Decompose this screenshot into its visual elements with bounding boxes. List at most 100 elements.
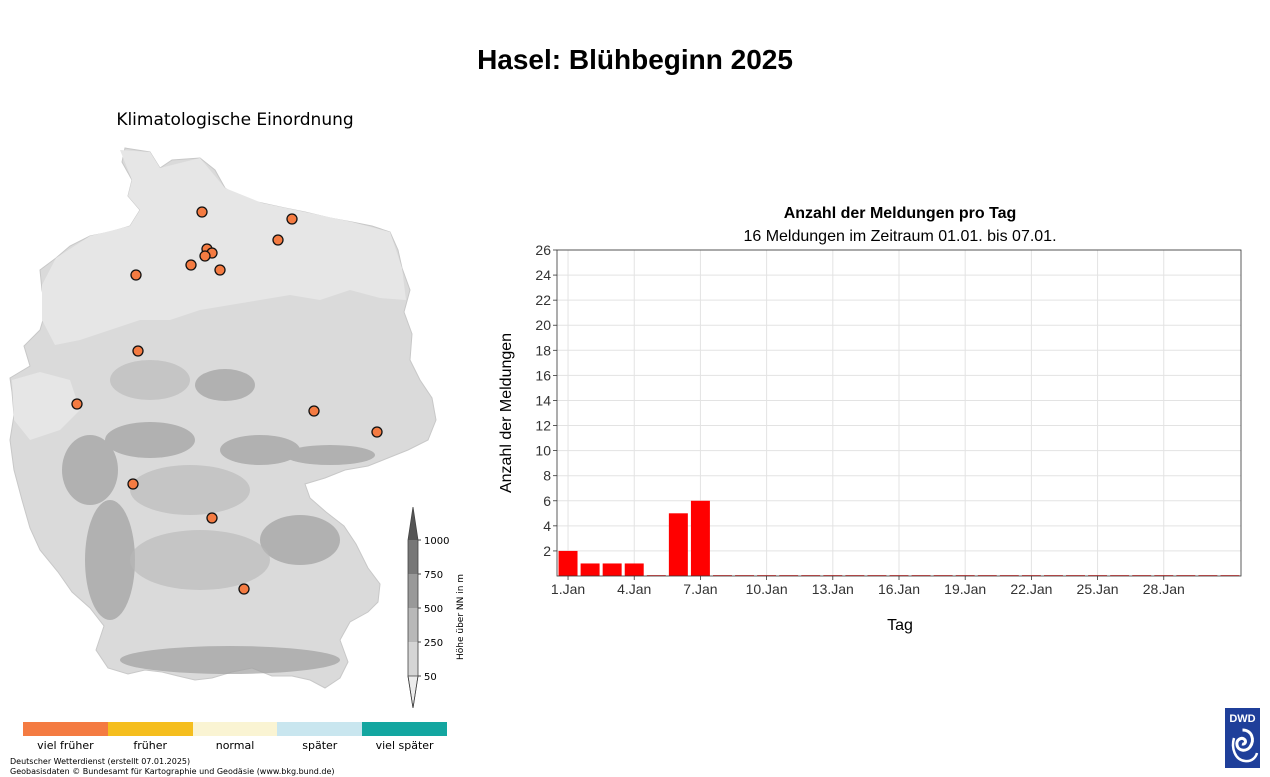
- legend-swatch-frueher: [107, 722, 193, 736]
- x-tick-label: 13.Jan: [812, 581, 854, 597]
- bar-day-26: [1110, 575, 1130, 576]
- x-tick-label: 4.Jan: [617, 581, 651, 597]
- elevation-tick: 1000: [424, 536, 449, 547]
- bar-day-16: [889, 575, 909, 576]
- chart-title: Anzahl der Meldungen pro Tag: [784, 205, 1017, 222]
- legend-swatch-normal: [192, 722, 278, 736]
- bar-day-28: [1154, 575, 1174, 576]
- bar-day-7: [690, 500, 710, 576]
- bar-day-27: [1132, 575, 1152, 576]
- y-tick-label: 20: [535, 317, 551, 333]
- bar-day-22: [1021, 575, 1041, 576]
- station-marker: [238, 583, 250, 595]
- bar-day-11: [779, 575, 799, 576]
- bar-day-14: [845, 575, 865, 576]
- station-marker: [71, 398, 83, 410]
- chart-subtitle: 16 Meldungen im Zeitraum 01.01. bis 07.0…: [743, 228, 1056, 245]
- legend-label: normal: [215, 739, 255, 752]
- bar-day-15: [867, 575, 887, 576]
- legend-label: viel früher: [37, 739, 94, 752]
- bar-day-5: [646, 575, 666, 576]
- x-axis-label: Tag: [887, 617, 913, 634]
- bar-day-20: [977, 575, 997, 576]
- bar-day-8: [712, 575, 732, 576]
- plot-grid: [557, 249, 1241, 576]
- y-tick-label: 24: [535, 267, 551, 283]
- y-tick-label: 8: [543, 468, 551, 484]
- legend-swatch-spaeter: [277, 722, 363, 736]
- x-tick-label: 22.Jan: [1010, 581, 1052, 597]
- legend-label: früher: [133, 739, 168, 752]
- bar-day-30: [1198, 575, 1218, 576]
- plot-bars: [558, 500, 1240, 576]
- footer-credits: Deutscher Wetterdienst (erstellt 07.01.2…: [10, 757, 335, 777]
- bar-day-9: [735, 575, 755, 576]
- y-tick-label: 14: [535, 392, 551, 408]
- bar-day-3: [602, 563, 622, 576]
- station-marker: [199, 250, 211, 262]
- elevation-tick: 500: [424, 604, 443, 615]
- elevation-scale-label: Höhe über NN in m: [456, 574, 466, 660]
- legend-swatch-viel-frueher: [23, 722, 108, 736]
- y-tick-label: 22: [535, 292, 551, 308]
- y-tick-label: 2: [543, 543, 551, 559]
- elevation-tick: 750: [424, 570, 443, 581]
- station-marker: [371, 426, 383, 438]
- bar-day-24: [1066, 575, 1086, 576]
- x-tick-label: 7.Jan: [683, 581, 717, 597]
- page-title: Hasel: Blühbeginn 2025: [477, 44, 793, 75]
- y-tick-label: 12: [535, 418, 551, 434]
- footer-line: Deutscher Wetterdienst (erstellt 07.01.2…: [10, 757, 191, 766]
- station-marker: [308, 405, 320, 417]
- legend-swatch-viel-spaeter: [362, 722, 447, 736]
- bar-day-18: [933, 575, 953, 576]
- station-marker: [127, 478, 139, 490]
- station-marker: [196, 206, 208, 218]
- elevation-tick: 50: [424, 672, 437, 683]
- x-tick-label: 10.Jan: [746, 581, 788, 597]
- station-marker: [185, 259, 197, 271]
- y-tick-label: 10: [535, 443, 551, 459]
- y-tick-label: 16: [535, 367, 551, 383]
- bar-day-17: [911, 575, 931, 576]
- station-marker: [132, 345, 144, 357]
- bar-day-1: [558, 550, 578, 576]
- x-tick-label: 1.Jan: [551, 581, 585, 597]
- map-title: Klimatologische Einordnung: [116, 110, 354, 130]
- legend-label: viel später: [375, 739, 434, 752]
- bar-day-21: [999, 575, 1019, 576]
- bar-day-29: [1176, 575, 1196, 576]
- station-marker: [272, 234, 284, 246]
- y-tick-label: 18: [535, 342, 551, 358]
- station-marker: [206, 512, 218, 524]
- elevation-scale: 1000 750 500 250 50 Höhe über NN in m: [407, 506, 466, 709]
- bar-day-10: [757, 575, 777, 576]
- dwd-logo-text: DWD: [1229, 713, 1255, 725]
- germany-map: 1000 750 500 250 50 Höhe über NN in m: [9, 147, 466, 709]
- bar-day-31: [1220, 575, 1240, 576]
- station-marker: [130, 269, 142, 281]
- bar-chart: Anzahl der Meldungen pro Tag 16 Meldunge…: [498, 205, 1242, 634]
- bar-day-4: [624, 563, 644, 576]
- station-marker: [214, 264, 226, 276]
- category-legend-bar: [23, 722, 447, 736]
- x-tick-label: 16.Jan: [878, 581, 920, 597]
- y-tick-label: 26: [535, 242, 551, 258]
- x-tick-label: 25.Jan: [1077, 581, 1119, 597]
- bar-day-19: [955, 575, 975, 576]
- x-tick-label: 19.Jan: [944, 581, 986, 597]
- bar-day-13: [823, 575, 843, 576]
- y-axis-label: Anzahl der Meldungen: [498, 333, 515, 493]
- dwd-logo: DWD: [1225, 708, 1260, 768]
- station-marker: [286, 213, 298, 225]
- x-tick-label: 28.Jan: [1143, 581, 1185, 597]
- legend-label: später: [302, 739, 338, 752]
- footer-line: Geobasisdaten © Bundesamt für Kartograph…: [10, 767, 335, 776]
- bar-day-23: [1043, 575, 1063, 576]
- bar-day-6: [668, 513, 688, 576]
- plot-frame: [556, 249, 1242, 577]
- y-tick-label: 6: [543, 493, 551, 509]
- y-tick-label: 4: [543, 518, 551, 534]
- bar-day-2: [580, 563, 600, 576]
